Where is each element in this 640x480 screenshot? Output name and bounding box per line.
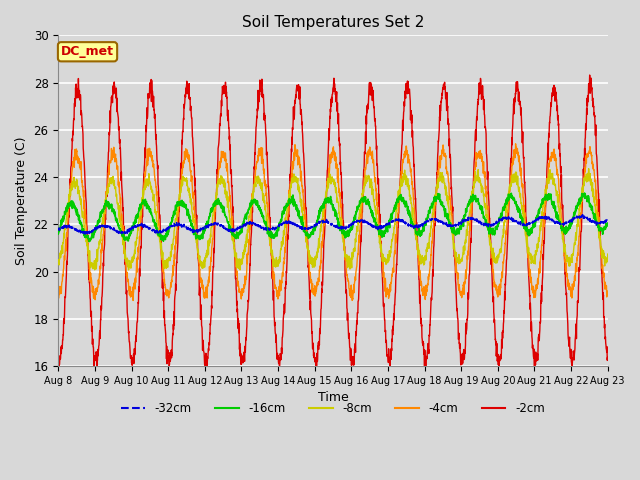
Text: DC_met: DC_met [61,45,114,58]
Title: Soil Temperatures Set 2: Soil Temperatures Set 2 [242,15,424,30]
Legend: -32cm, -16cm, -8cm, -4cm, -2cm: -32cm, -16cm, -8cm, -4cm, -2cm [116,397,549,420]
X-axis label: Time: Time [317,391,348,404]
Y-axis label: Soil Temperature (C): Soil Temperature (C) [15,136,28,265]
